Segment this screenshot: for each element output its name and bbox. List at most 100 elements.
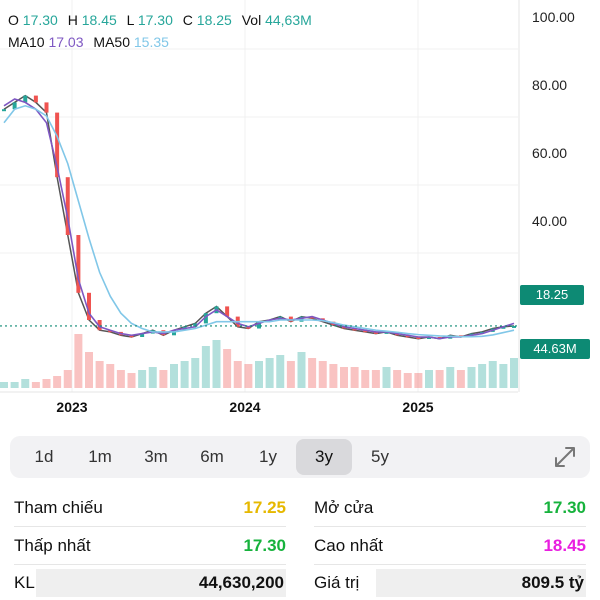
range-3y-button[interactable]: 3y xyxy=(296,439,352,475)
ma-readout: MA10 17.03 MA50 15.35 xyxy=(8,34,169,50)
price-chart[interactable]: O 17.30 H 18.45 L 17.30 C 18.25 Vol 44,6… xyxy=(0,0,600,432)
range-6m-button[interactable]: 6m xyxy=(200,447,224,466)
candle xyxy=(512,325,516,328)
range-5y-button[interactable]: 5y xyxy=(371,447,389,466)
volume-bar xyxy=(255,361,263,388)
volume-bar xyxy=(286,361,295,388)
ma10-value: 17.03 xyxy=(48,34,84,50)
volume-bar xyxy=(53,376,62,388)
time-range-selector: 1d 1m 3m 6m 1y 3y 5y xyxy=(10,436,590,478)
candle xyxy=(55,112,60,178)
candle xyxy=(352,328,357,331)
candle xyxy=(427,337,431,339)
ma10-line xyxy=(3,98,515,340)
close-value: 18.25 xyxy=(196,12,232,28)
candle xyxy=(23,95,28,103)
volume-bar xyxy=(159,370,168,388)
last-price-tag: 18.25 xyxy=(520,285,584,305)
volume-bar xyxy=(297,352,306,388)
ohlc-readout: O 17.30 H 18.45 L 17.30 C 18.25 Vol 44,6… xyxy=(8,12,318,28)
volume-bar xyxy=(265,358,274,388)
range-1y-button[interactable]: 1y xyxy=(259,447,277,466)
high-label: H xyxy=(67,12,78,28)
range-1d-button[interactable]: 1d xyxy=(34,447,54,466)
range-1m-button[interactable]: 1m xyxy=(88,447,112,466)
volume-bar xyxy=(212,340,221,388)
reference-price-label: Tham chiếu xyxy=(14,498,103,517)
ma10-label: MA10 xyxy=(8,34,45,50)
candle xyxy=(225,306,230,317)
candle xyxy=(44,102,49,113)
volume-bar xyxy=(10,382,19,388)
divider xyxy=(14,526,286,527)
candle xyxy=(129,335,134,338)
open-price-row: Mở cửa 17.30 xyxy=(314,491,586,525)
volume-bar xyxy=(116,370,125,388)
candle xyxy=(140,333,145,337)
volume-bar xyxy=(329,364,338,388)
ma50-value: 15.35 xyxy=(133,34,169,50)
volume-bar xyxy=(148,367,157,388)
volume-bar xyxy=(350,367,359,388)
low-price-label: Thấp nhất xyxy=(14,536,91,555)
divider xyxy=(314,564,586,565)
x-tick-label: 2023 xyxy=(56,399,88,415)
volume-bar xyxy=(467,367,476,388)
high-price-label: Cao nhất xyxy=(314,536,383,555)
last-volume-tag: 44.63M xyxy=(520,339,590,359)
candle xyxy=(2,109,6,112)
volume-bar xyxy=(371,370,380,388)
high-price-row: Cao nhất 18.45 xyxy=(314,529,586,563)
volume-stat-value: 44,630,200 xyxy=(36,569,286,597)
candle xyxy=(87,292,91,320)
divider xyxy=(14,564,286,565)
volume-bar xyxy=(393,370,402,388)
y-tick-label: 80.00 xyxy=(532,77,568,93)
candle xyxy=(288,316,293,322)
candle xyxy=(299,316,304,322)
low-price-value: 17.30 xyxy=(243,536,286,555)
low-value: 17.30 xyxy=(137,12,173,28)
candle xyxy=(373,331,378,334)
candle xyxy=(65,177,70,235)
volume-bar xyxy=(170,364,178,388)
volume-bar xyxy=(63,370,72,388)
volume-bar xyxy=(403,373,412,388)
candle xyxy=(161,330,166,336)
y-tick-label: 60.00 xyxy=(532,145,568,161)
volume-bar xyxy=(425,370,433,388)
value-stat-label: Giá trị xyxy=(314,573,360,592)
value-stat-value: 809.5 tỷ xyxy=(376,569,586,597)
chart-canvas[interactable] xyxy=(0,0,600,432)
volume-bar xyxy=(95,361,104,388)
candle xyxy=(384,331,389,334)
volume-bar xyxy=(191,358,200,388)
volume-bar xyxy=(127,373,136,388)
volume-bar xyxy=(0,382,8,388)
volume-bar xyxy=(21,379,30,388)
volume-bar xyxy=(414,373,423,388)
candle xyxy=(203,313,208,324)
volume-bar xyxy=(223,349,232,388)
volume-value: 44,63M xyxy=(265,12,312,28)
volume-bar xyxy=(31,382,40,388)
volume-bar xyxy=(201,346,210,388)
price-line xyxy=(3,94,515,340)
range-3m-button[interactable]: 3m xyxy=(144,447,168,466)
volume-bar xyxy=(499,364,508,388)
volume-bar xyxy=(510,358,518,388)
volume-bar xyxy=(42,379,51,388)
volume-stat-label: KL xyxy=(14,573,35,592)
volume-bar xyxy=(180,361,189,388)
volume-bar xyxy=(244,364,253,388)
volume-bar xyxy=(446,367,455,388)
expand-icon[interactable] xyxy=(552,444,578,470)
high-value: 18.45 xyxy=(81,12,117,28)
candle xyxy=(405,335,410,338)
volume-bar xyxy=(106,364,115,388)
x-tick-label: 2024 xyxy=(229,399,261,415)
volume-bar xyxy=(361,370,370,388)
volume-bar xyxy=(233,361,242,388)
volume-bar xyxy=(478,364,487,388)
volume-bar xyxy=(138,370,147,388)
